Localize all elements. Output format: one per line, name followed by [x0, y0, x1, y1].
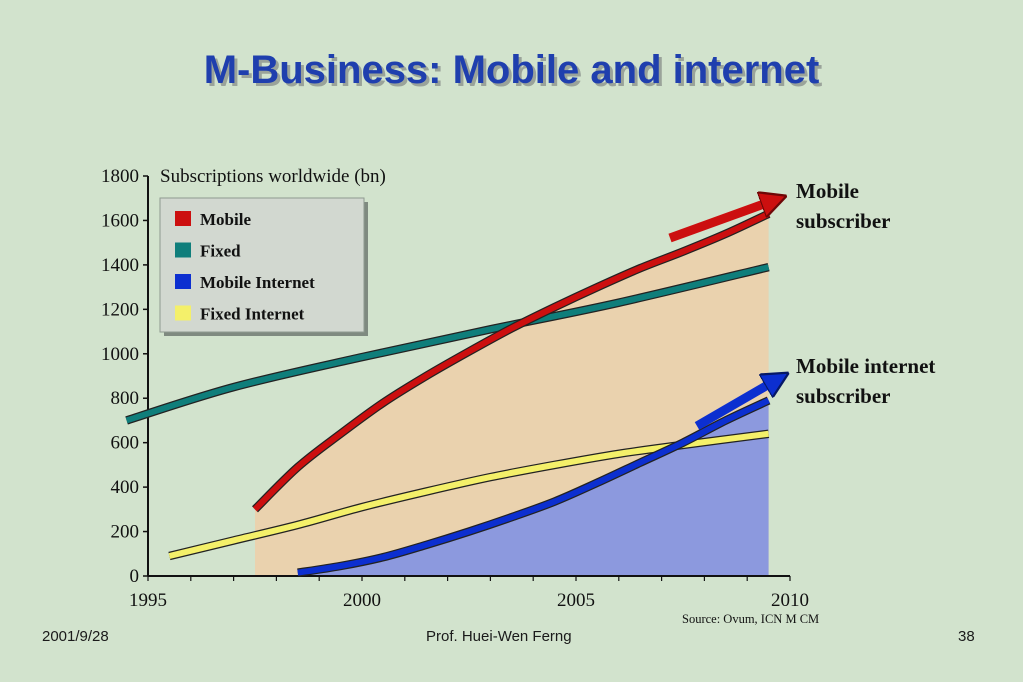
mobile-internet-trend-arrow: [694, 379, 778, 430]
legend: Mobile Fixed Mobile Internet Fixed Internet: [159, 197, 368, 336]
y-tick-label: 1000: [101, 344, 139, 365]
series-line-mobile-internet: [297, 397, 770, 576]
mobile-internet-subscriber-callout: Mobile internet subscriber: [796, 351, 935, 411]
mobile-callout-line2: subscriber: [796, 209, 891, 233]
chart-title: Subscriptions worldwide (bn): [160, 166, 386, 187]
y-tick-label: 1800: [101, 166, 139, 187]
legend-swatch-mobile: [175, 211, 191, 226]
y-tick-label: 200: [111, 522, 140, 543]
y-tick-label: 800: [111, 388, 140, 409]
legend-label-fixed: Fixed: [200, 242, 241, 261]
x-tick-label: 2005: [557, 590, 595, 611]
mobile-trend-arrow: [668, 200, 775, 243]
series-line-fixed: [125, 264, 770, 424]
legend-label-mobile: Mobile: [200, 210, 251, 229]
y-tick-label: 400: [111, 477, 140, 498]
shaded-areas: [255, 213, 769, 576]
legend-swatch-fixed-internet: [175, 305, 191, 321]
series-line-fixed-internet: [168, 430, 769, 559]
page-number: 38: [958, 628, 975, 645]
legend-swatch-mobile-internet: [175, 274, 191, 289]
axes: 0 200 400 600 800 1000 1200 1400 1600 1800 1995 200…: [101, 166, 809, 611]
legend-swatch-fixed: [175, 242, 191, 258]
footer-author: Prof. Huei-Wen Ferng: [426, 628, 572, 645]
legend-label-fixed-internet: Fixed Internet: [200, 305, 305, 324]
callout-arrows: [668, 200, 778, 430]
y-tick-label: 0: [130, 566, 140, 587]
y-tick-label: 1400: [101, 255, 139, 276]
area-mobile-internet: [297, 400, 769, 576]
legend-label-mobile-internet: Mobile Internet: [200, 273, 315, 292]
slide-title: M-Business: Mobile and internet: [203, 48, 820, 92]
mobile-internet-callout-line2: subscriber: [796, 384, 891, 408]
series-line-mobile: [252, 211, 770, 512]
mobile-callout-line1: Mobile: [796, 179, 859, 203]
x-tick-label: 1995: [129, 590, 167, 611]
y-tick-label: 600: [111, 433, 140, 454]
source-note: Source: Ovum, ICN M CM: [682, 612, 820, 626]
series-lines: [125, 209, 771, 577]
legend-box: [159, 197, 365, 333]
mobile-internet-callout-line1: Mobile internet: [796, 354, 936, 378]
x-tick-label: 2000: [343, 590, 381, 611]
mobile-subscriber-callout: Mobile subscriber: [796, 176, 891, 236]
y-tick-label: 1200: [101, 299, 139, 320]
y-tick-label: 1600: [101, 210, 139, 231]
x-tick-label: 2010: [771, 590, 809, 611]
footer-date: 2001/9/28: [42, 628, 109, 645]
